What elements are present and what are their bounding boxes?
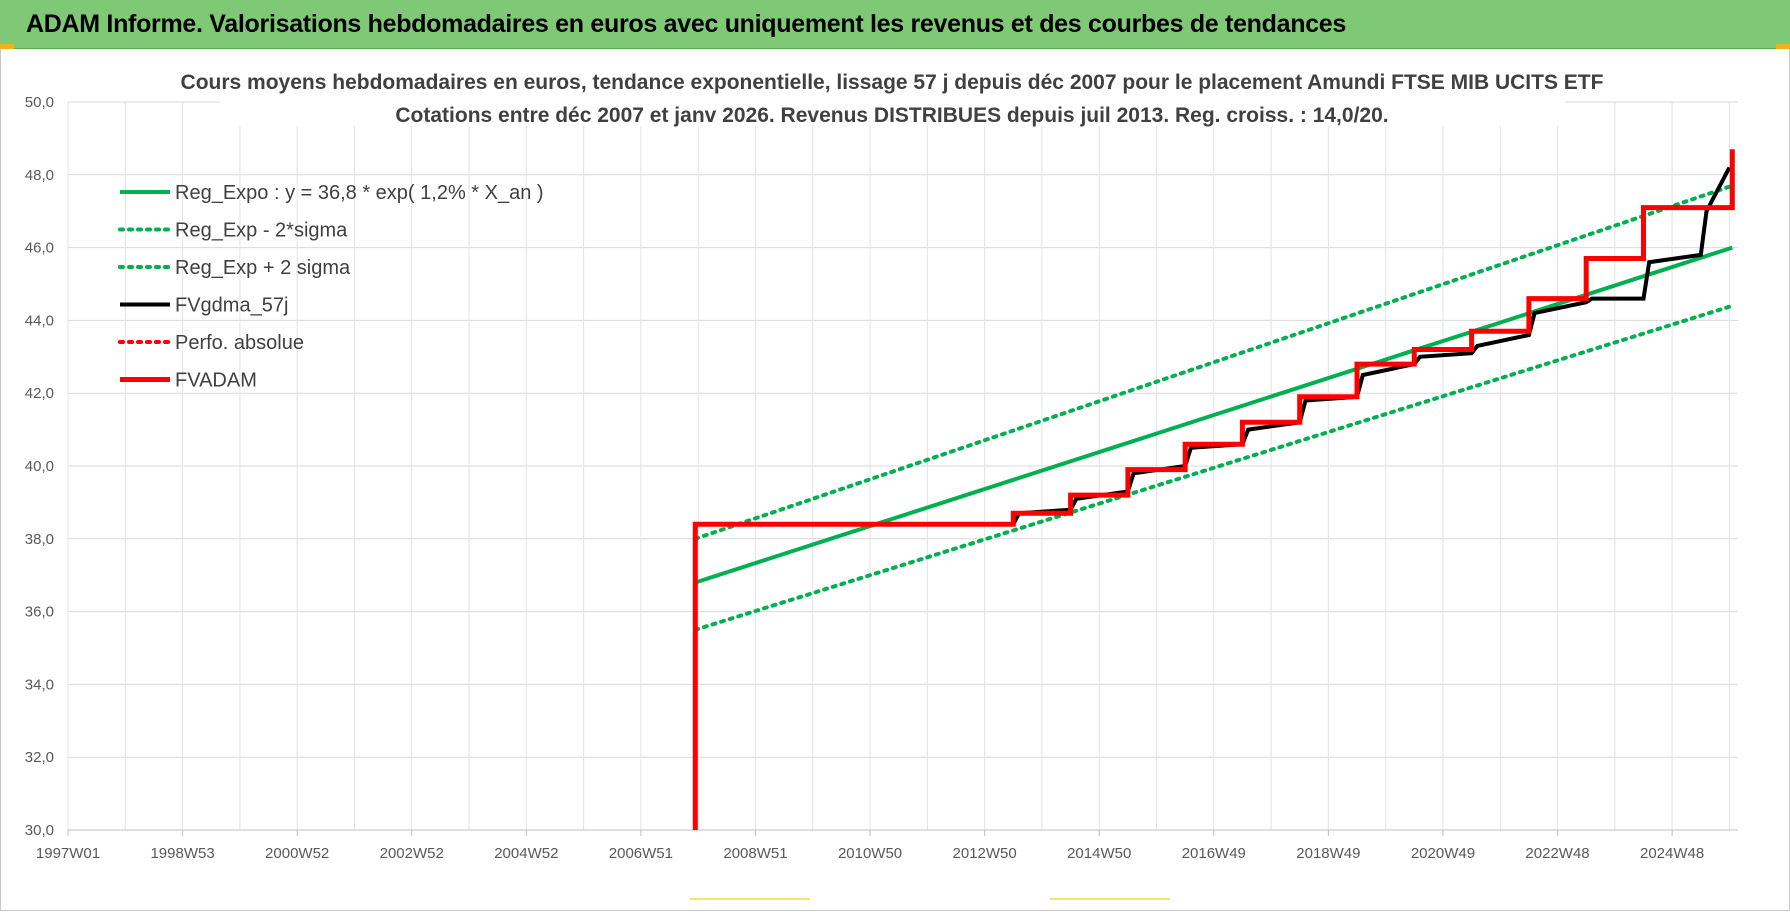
y-tick-label: 40,0 <box>25 458 54 475</box>
corner-mark-right <box>1776 44 1790 49</box>
bottom-mark-2 <box>1050 898 1170 900</box>
x-tick-label: 2016W49 <box>1182 845 1246 862</box>
y-tick-label: 34,0 <box>25 676 54 693</box>
gridlines <box>67 101 1738 831</box>
y-tick-label: 42,0 <box>25 385 54 402</box>
y-tick-label: 38,0 <box>25 531 54 548</box>
title-background <box>220 66 1565 126</box>
chart-subtitle: Cotations entre déc 2007 et janv 2026. R… <box>395 104 1388 127</box>
legend: Reg_Expo : y = 36,8 * exp( 1,2% * X_an )… <box>118 182 544 392</box>
header-banner: ADAM Informe. Valorisations hebdomadaire… <box>0 0 1790 49</box>
x-tick-label: 2010W50 <box>838 845 902 862</box>
page-title: ADAM Informe. Valorisations hebdomadaire… <box>26 10 1347 38</box>
series-line-5 <box>692 149 1735 830</box>
legend-label: Reg_Exp + 2 sigma <box>175 257 351 279</box>
series-line-2 <box>693 183 1735 541</box>
x-tick-label: 2022W48 <box>1525 845 1589 862</box>
legend-label: Reg_Expo : y = 36,8 * exp( 1,2% * X_an ) <box>175 182 544 204</box>
x-tick-label: 2004W52 <box>494 845 558 862</box>
x-tick-label: 1997W01 <box>36 845 100 862</box>
y-tick-label: 50,0 <box>25 94 54 111</box>
x-tick-label: 2006W51 <box>609 845 673 862</box>
x-tick-label: 2000W52 <box>265 845 329 862</box>
corner-mark-left <box>0 44 14 49</box>
series-group <box>692 149 1735 830</box>
series-line-1 <box>693 303 1735 632</box>
y-tick-label: 46,0 <box>25 240 54 257</box>
chart-title: Cours moyens hebdomadaires en euros, ten… <box>181 71 1604 94</box>
x-tick-label: 2012W50 <box>953 845 1017 862</box>
chart-area: 30,0 32,0 34,0 36,0 38,0 40,0 42,0 44,0 46,0 48,0… <box>25 66 1738 862</box>
y-tick-label: 44,0 <box>25 312 54 329</box>
x-tick-label: 2008W51 <box>723 845 787 862</box>
series-line-3 <box>695 166 1732 527</box>
x-tick-label: 2024W48 <box>1640 845 1704 862</box>
x-tick-label: 2014W50 <box>1067 845 1131 862</box>
y-tick-label: 48,0 <box>25 167 54 184</box>
legend-label: Reg_Exp - 2*sigma <box>175 220 348 242</box>
x-tick-label: 1998W53 <box>150 845 214 862</box>
y-axis-ticks: 30,0 32,0 34,0 36,0 38,0 40,0 42,0 44,0 46,0 48,0… <box>25 94 54 839</box>
legend-label: Perfo. absolue <box>175 332 304 354</box>
x-tick-label: 2002W52 <box>380 845 444 862</box>
bottom-mark-1 <box>690 898 810 900</box>
y-tick-label: 36,0 <box>25 604 54 621</box>
x-tick-label: 2020W49 <box>1411 845 1475 862</box>
y-tick-label: 30,0 <box>25 822 54 839</box>
y-tick-label: 32,0 <box>25 749 54 766</box>
legend-label: FVgdma_57j <box>175 295 288 317</box>
x-tick-label: 2018W49 <box>1296 845 1360 862</box>
legend-label: FVADAM <box>175 370 257 392</box>
x-axis-ticks: 1997W01 1998W53 2000W52 2002W52 2004W52 2006W… <box>36 830 1704 862</box>
